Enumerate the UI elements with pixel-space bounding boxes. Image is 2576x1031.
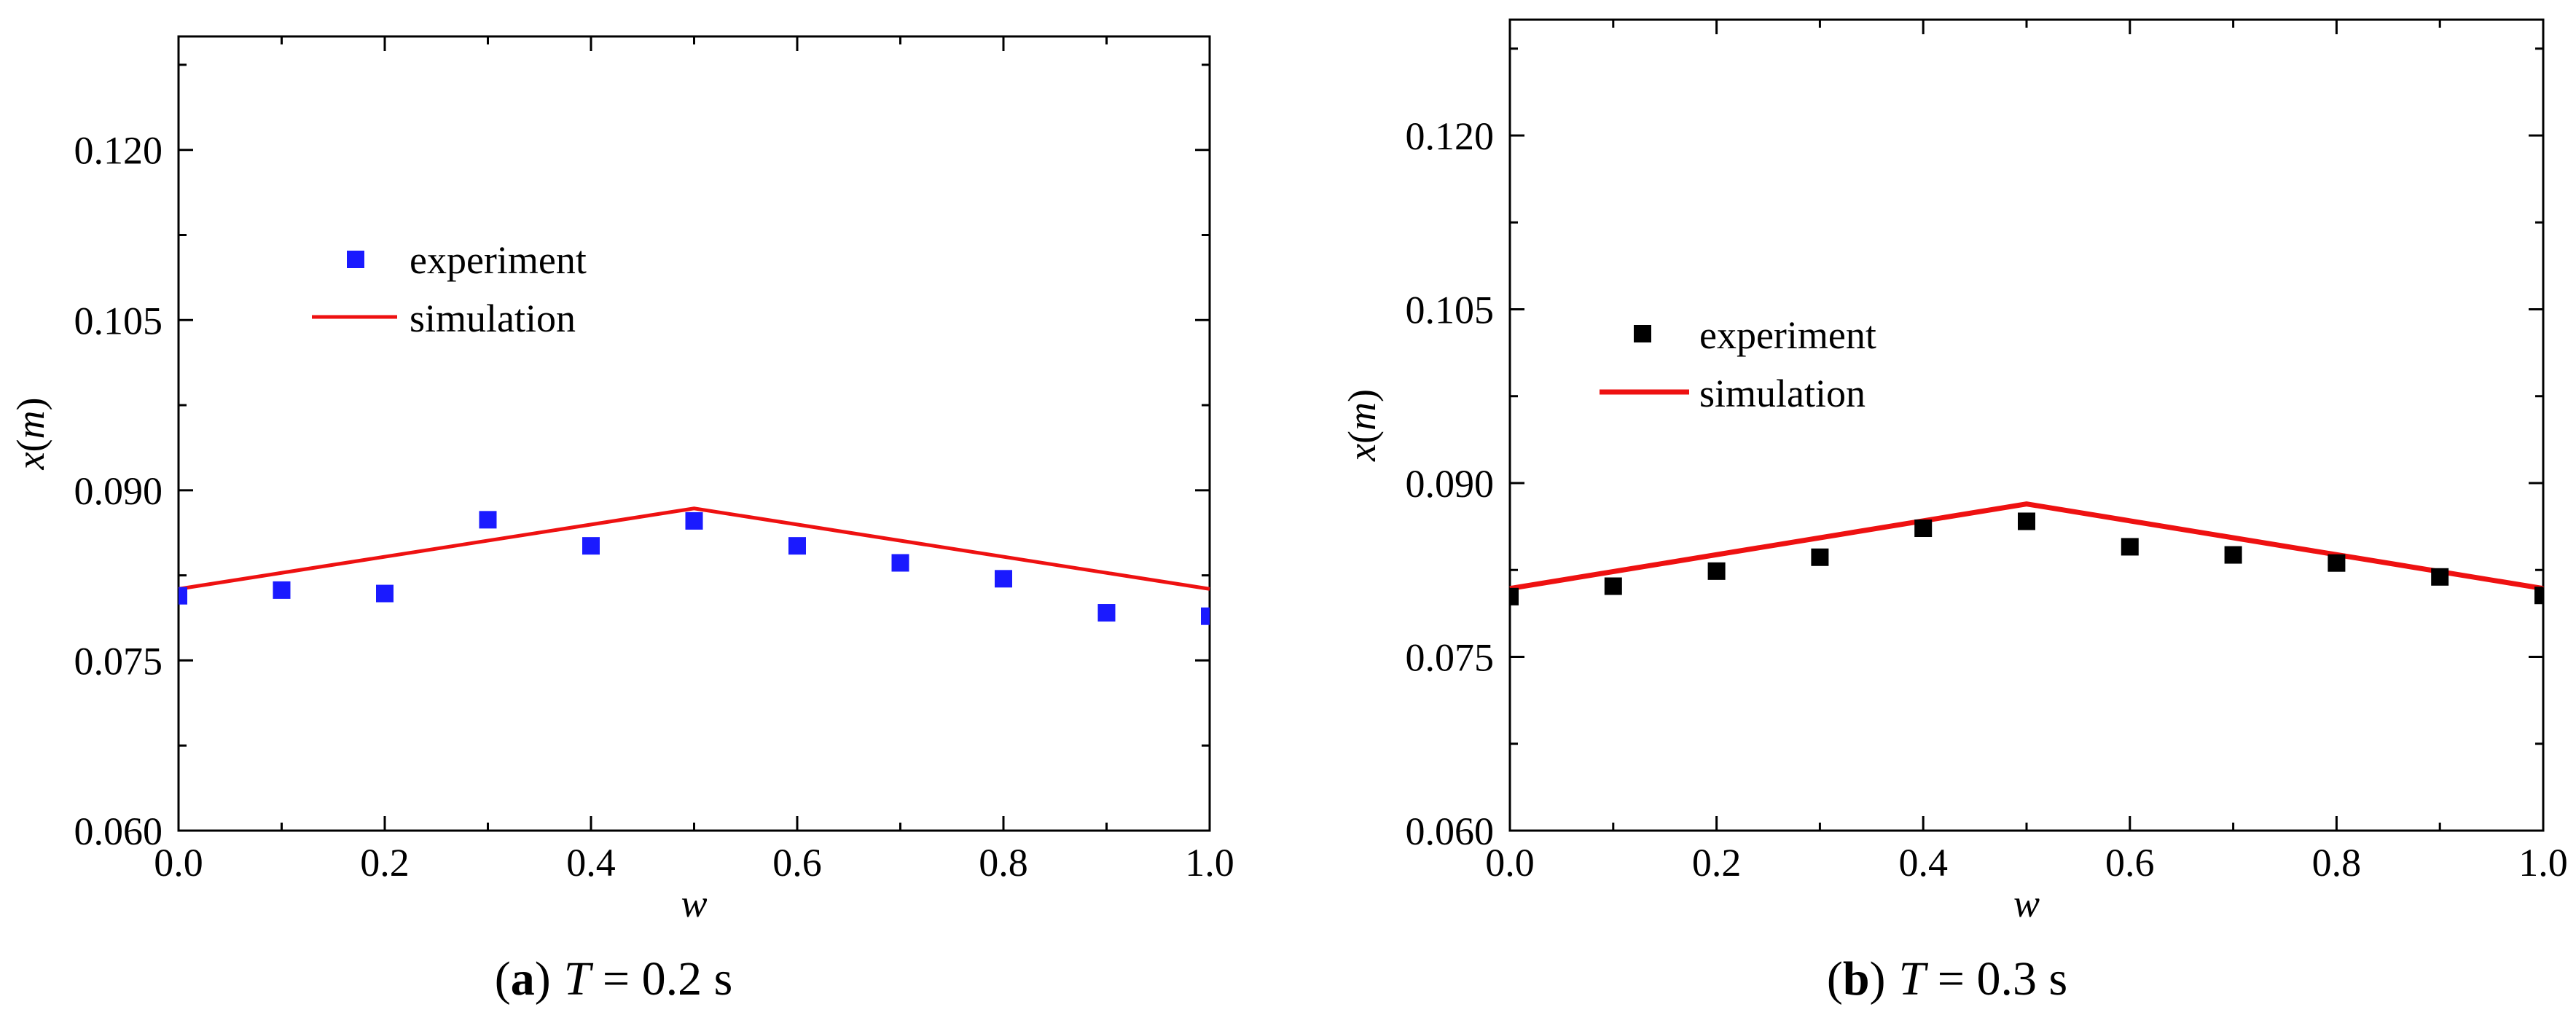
- experiment-point: [1510, 587, 1519, 605]
- legend-label-experiment: experiment: [410, 238, 587, 282]
- chart-panel-b: 0.0 0.2 0.4 0.6 0.8 1.0 0.060 0.075 0.090 0.105 0.…: [1340, 18, 2568, 1005]
- y-tick-label: 0.120: [1406, 114, 1495, 158]
- legend-label-experiment: experiment: [1699, 313, 1876, 357]
- legend-marker-experiment: [1634, 325, 1651, 342]
- chart-panel-a: 0.0 0.2 0.4 0.6 0.8 1.0 0.060 0.075 0.090 0.105 0.…: [9, 35, 1234, 1005]
- experiment-point: [2121, 538, 2139, 556]
- x-axis-title: w: [681, 882, 707, 925]
- legend-label-simulation: simulation: [410, 297, 576, 340]
- experiment-point: [179, 587, 187, 605]
- legend-label-simulation: simulation: [1699, 372, 1866, 415]
- experiment-point: [1201, 607, 1210, 625]
- y-axis-title: x(m): [1340, 389, 1384, 462]
- experiment-point: [2018, 512, 2035, 530]
- experiment-point: [2431, 568, 2449, 586]
- y-tick-label: 0.105: [74, 299, 163, 342]
- y-tick-label: 0.075: [1406, 636, 1495, 680]
- x-tick-label: 1.0: [1185, 841, 1234, 885]
- experiment-point: [891, 554, 909, 572]
- panel-caption: (b) T = 0.3 s: [1827, 952, 2067, 1005]
- x-tick-label: 0.0: [1485, 841, 1535, 885]
- experiment-point: [273, 581, 291, 599]
- experiment-point: [788, 537, 806, 555]
- experiment-point: [2534, 587, 2543, 605]
- simulation-line: [178, 506, 1210, 591]
- y-tick-label: 0.060: [1406, 809, 1495, 853]
- experiment-point: [1097, 604, 1116, 622]
- experiment-point: [1811, 548, 1829, 566]
- x-tick-label: 0.6: [2105, 841, 2155, 885]
- x-tick-label: 0.8: [979, 841, 1028, 885]
- experiment-point: [2224, 546, 2242, 564]
- legend-marker-experiment: [347, 251, 364, 268]
- experiment-point: [2328, 554, 2346, 572]
- x-tick-label: 1.0: [2518, 841, 2568, 885]
- x-tick-label: 0.6: [772, 841, 822, 885]
- y-tick-label: 0.090: [1406, 462, 1495, 506]
- x-tick-label: 0.4: [566, 841, 616, 885]
- x-axis-title: w: [2013, 882, 2040, 925]
- experiment-point: [1707, 562, 1726, 580]
- experiment-markers: [1510, 512, 2543, 605]
- panel-caption: (a) T = 0.2 s: [495, 952, 733, 1005]
- experiment-point: [376, 584, 394, 603]
- y-tick-label: 0.075: [74, 639, 163, 683]
- experiment-markers: [179, 511, 1210, 625]
- x-tick-label: 0.2: [1692, 841, 1742, 885]
- experiment-point: [995, 570, 1012, 588]
- legend: experiment simulation: [1600, 313, 1876, 415]
- x-tick-label: 0.8: [2312, 841, 2362, 885]
- y-tick-label: 0.105: [1406, 289, 1495, 332]
- simulation-line: [1509, 501, 2544, 592]
- experiment-point: [1604, 577, 1622, 595]
- y-tick-label: 0.090: [74, 469, 163, 513]
- x-tick-label: 0.2: [360, 841, 410, 885]
- y-axis-title: x(m): [9, 398, 52, 471]
- y-tick-label: 0.060: [74, 809, 163, 853]
- experiment-point: [685, 511, 703, 530]
- x-tick-label: 0.4: [1898, 841, 1948, 885]
- x-tick-label: 0.0: [154, 841, 203, 885]
- legend: experiment simulation: [312, 238, 587, 340]
- experiment-point: [1914, 520, 1933, 538]
- experiment-point: [479, 511, 497, 529]
- y-tick-label: 0.120: [74, 129, 163, 173]
- experiment-point: [582, 537, 600, 555]
